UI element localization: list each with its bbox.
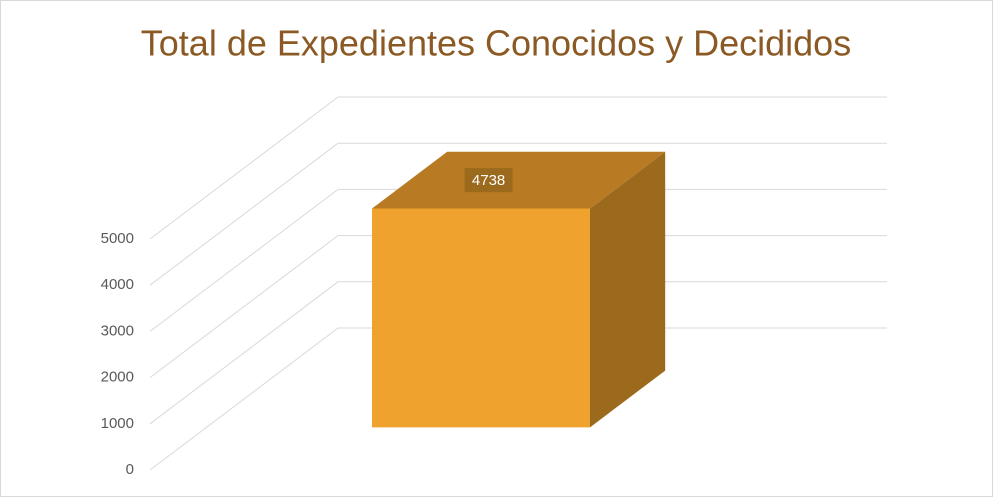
y-tick-label: 4000 bbox=[101, 276, 134, 293]
bar-side bbox=[590, 151, 666, 428]
y-tick-label: 1000 bbox=[101, 415, 134, 432]
chart-title: Total de Expedientes Conocidos y Decidid… bbox=[141, 23, 851, 64]
grid-line bbox=[149, 327, 339, 471]
y-tick-label: 3000 bbox=[101, 322, 134, 339]
data-label: 4738 bbox=[472, 172, 505, 189]
grid-line bbox=[149, 235, 339, 378]
bar-top bbox=[372, 151, 666, 209]
y-tick-label: 2000 bbox=[101, 369, 134, 386]
y-tick-label: 0 bbox=[126, 461, 134, 478]
grid-line bbox=[149, 189, 339, 332]
y-tick-label: 5000 bbox=[101, 230, 134, 247]
grid-line bbox=[149, 96, 339, 240]
grid-line bbox=[149, 281, 339, 425]
grid-line bbox=[149, 142, 339, 286]
data-label-box bbox=[464, 168, 513, 193]
bar bbox=[372, 208, 590, 428]
